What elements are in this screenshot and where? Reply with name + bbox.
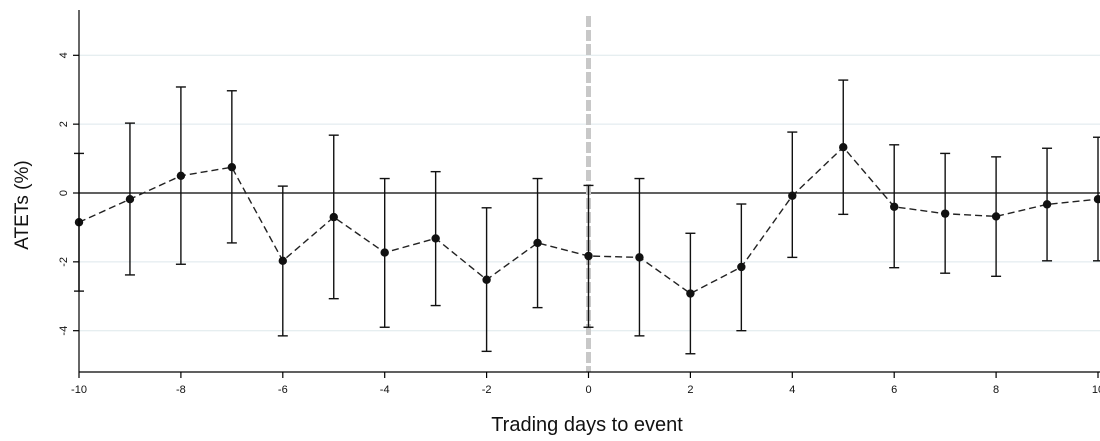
x-axis-ticks: -10 -8 -6 -4 -2 0 2 4 6 8 10 xyxy=(71,372,1100,396)
x-tick-label: -10 xyxy=(71,384,87,396)
x-tick-label: -6 xyxy=(278,384,288,396)
y-axis-ticks: -4 -2 0 2 4 xyxy=(58,52,79,336)
data-point xyxy=(788,191,797,200)
data-point xyxy=(482,275,491,284)
data-point xyxy=(635,253,644,262)
data-point xyxy=(584,251,593,261)
data-point xyxy=(533,238,542,248)
x-tick-label: 10 xyxy=(1092,384,1100,396)
y-tick-label: -4 xyxy=(58,326,70,336)
data-point xyxy=(737,262,746,272)
x-tick-label: 2 xyxy=(687,384,693,396)
data-point xyxy=(380,248,389,257)
data-point xyxy=(176,171,186,180)
data-point xyxy=(991,212,1001,221)
x-tick-label: 6 xyxy=(891,384,897,396)
x-tick-label: -2 xyxy=(482,384,492,396)
data-point xyxy=(1093,194,1100,204)
y-tick-label: -2 xyxy=(58,257,70,267)
y-tick-label: 4 xyxy=(58,52,70,58)
y-tick-label: 2 xyxy=(58,121,70,127)
data-point xyxy=(125,194,135,204)
x-tick-label: -8 xyxy=(176,384,186,396)
data-point xyxy=(278,256,287,266)
x-tick-label: 0 xyxy=(585,384,591,396)
data-point xyxy=(839,143,848,152)
data-point xyxy=(227,162,237,172)
data-point xyxy=(431,234,440,243)
data-point xyxy=(890,202,899,211)
y-axis-label: ATETs (%) xyxy=(12,160,33,249)
x-axis-label: Trading days to event xyxy=(491,414,683,436)
data-point xyxy=(940,209,950,218)
y-tick-label: 0 xyxy=(58,190,70,196)
data-point xyxy=(686,289,695,298)
x-tick-label: 4 xyxy=(789,384,795,396)
atet-points xyxy=(74,143,1100,298)
data-point xyxy=(329,212,338,222)
x-tick-label: 8 xyxy=(993,384,999,396)
data-point xyxy=(1042,200,1052,209)
x-tick-label: -4 xyxy=(380,384,390,396)
